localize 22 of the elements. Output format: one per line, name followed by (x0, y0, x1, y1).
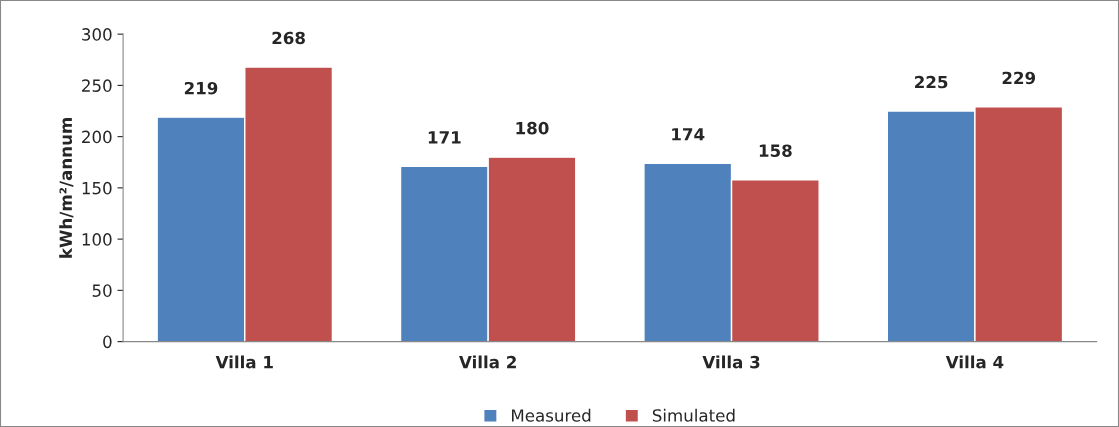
x-tick-label: Villa 4 (945, 355, 1004, 369)
data-label: 229 (1002, 71, 1036, 85)
y-tick-label: 100 (82, 233, 112, 246)
x-tick-label: Villa 2 (459, 355, 516, 369)
y-axis-title: kWh/m²/annum (59, 118, 74, 258)
x-tick-label: Villa 1 (215, 355, 273, 369)
y-tick-label: 250 (82, 79, 112, 92)
y-tick-label: 0 (103, 335, 112, 349)
y-tick-label: 200 (82, 130, 112, 144)
y-tick-label: 300 (82, 28, 112, 41)
data-label: 225 (915, 75, 948, 89)
legend-label: Measured (512, 408, 591, 422)
data-label: 268 (272, 31, 305, 45)
y-tick-label: 150 (82, 181, 112, 195)
data-label: 158 (759, 144, 792, 158)
data-label: 171 (428, 131, 461, 144)
data-label: 219 (184, 81, 218, 95)
x-tick-label: Villa 3 (702, 355, 760, 369)
legend-label: Simulated (652, 408, 735, 422)
y-tick-label: 50 (92, 284, 112, 297)
data-label: 180 (516, 121, 549, 135)
data-label: 174 (672, 128, 705, 141)
